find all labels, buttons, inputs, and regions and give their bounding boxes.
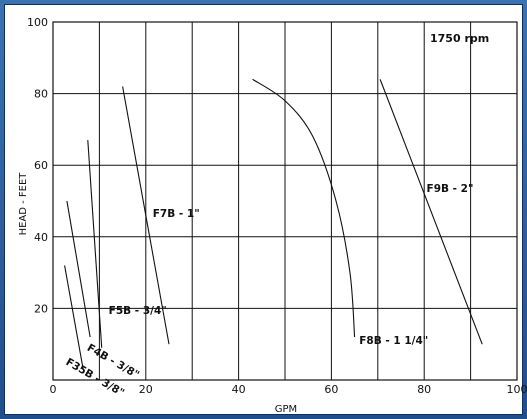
x-tick-label: 0 <box>50 383 57 396</box>
series-curve <box>122 86 170 345</box>
tick-labels: 0 20 40 60 80 100 20 40 60 80 100 <box>27 16 527 396</box>
y-axis-label: HEAD - FEET <box>18 172 29 236</box>
series-label: F7B - 1" <box>153 208 200 220</box>
y-tick-label: 80 <box>34 88 48 101</box>
series-curve <box>87 140 103 348</box>
series-label: F5B - 3/4" <box>109 305 167 317</box>
series-curve <box>252 78 356 338</box>
y-tick-label: 20 <box>34 302 48 315</box>
y-tick-label: 60 <box>34 159 48 172</box>
x-tick-label: 100 <box>507 383 527 396</box>
x-tick-label: 20 <box>139 383 153 396</box>
x-tick-label: 40 <box>232 383 246 396</box>
curves: F35B - 3/8"F4B - 3/8"F5B - 3/4"F7B - 1"F… <box>64 78 483 399</box>
series-curve <box>66 200 91 338</box>
series-curve <box>379 79 483 345</box>
x-tick-label: 80 <box>417 383 431 396</box>
speed-annotation: 1750 rpm <box>430 32 489 45</box>
series-label: F9B - 2" <box>427 183 474 195</box>
grid <box>52 21 518 381</box>
y-tick-label: 40 <box>34 231 48 244</box>
x-axis-label: GPM <box>275 404 297 415</box>
series-curve <box>64 265 84 370</box>
x-tick-label: 60 <box>324 383 338 396</box>
chart-panel <box>4 4 523 415</box>
series-label: F8B - 1 1/4" <box>359 335 428 347</box>
y-tick-label: 100 <box>27 16 48 29</box>
